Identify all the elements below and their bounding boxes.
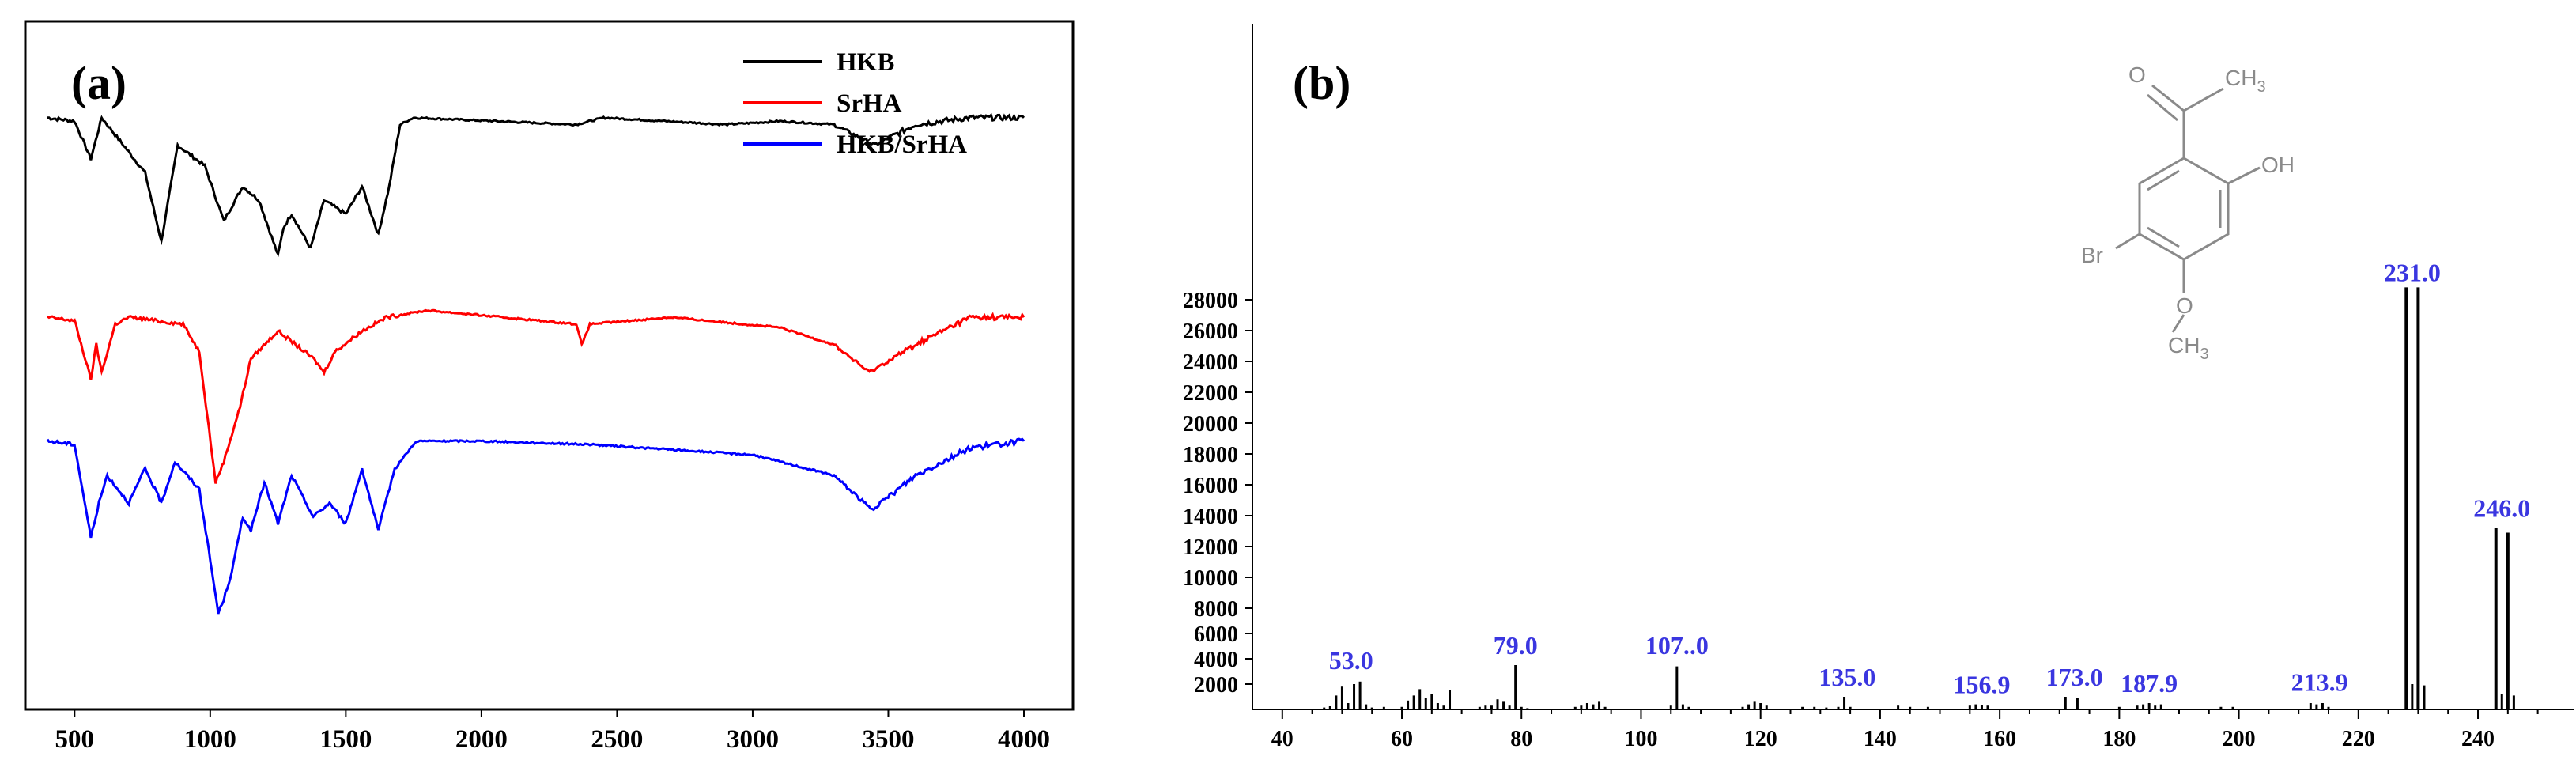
x-ticks-b: 40 60 80 100 120 140 160 180 200 220 240 bbox=[1271, 709, 2539, 751]
bond-carbonyl-o-double bbox=[2147, 93, 2178, 122]
peak-label: 53.0 bbox=[1329, 646, 1373, 675]
label-ch3-bottom-main: CH bbox=[2168, 333, 2200, 357]
plot-frame-a bbox=[24, 20, 1075, 711]
x-tick-label-a: 500 bbox=[55, 725, 95, 754]
x-tick-label-b: 40 bbox=[1271, 727, 1294, 751]
y-tick-label-b: 16000 bbox=[1183, 474, 1238, 498]
x-tick-label-b: 60 bbox=[1391, 727, 1413, 751]
y-tick-label-b: 26000 bbox=[1183, 320, 1238, 344]
label-ch3-bottom-sub: 3 bbox=[2200, 346, 2208, 363]
series-line-hkb-srha bbox=[46, 437, 1025, 615]
y-tick-label-b: 12000 bbox=[1183, 535, 1238, 560]
x-tick-label-b: 80 bbox=[1510, 727, 1532, 751]
peak-label: 246.0 bbox=[2473, 494, 2530, 523]
bond-carbonyl-o bbox=[2151, 84, 2185, 112]
label-o: O bbox=[2128, 62, 2146, 87]
peak-label: 231.0 bbox=[2384, 258, 2441, 286]
chemical-structure bbox=[2115, 84, 2261, 333]
y-tick-label-b: 20000 bbox=[1183, 412, 1238, 437]
peak-label: 173.0 bbox=[2046, 663, 2103, 691]
x-tick-label-b: 220 bbox=[2342, 727, 2375, 751]
y-tick-label-b: 2000 bbox=[1194, 673, 1238, 698]
label-ch3-top-main: CH bbox=[2225, 66, 2257, 90]
y-tick-label-b: 6000 bbox=[1194, 622, 1238, 647]
x-tick-label-b: 140 bbox=[1864, 727, 1897, 751]
bond-o-ch3 bbox=[2171, 314, 2185, 333]
peak-label: 213.9 bbox=[2291, 667, 2348, 696]
benzene-ring bbox=[2138, 157, 2230, 261]
x-tick-label-b: 100 bbox=[1624, 727, 1657, 751]
label-ch3-bottom: CH3 bbox=[2168, 333, 2209, 363]
x-tick-label-b: 180 bbox=[2102, 727, 2136, 751]
label-ch3-top: CH3 bbox=[2225, 66, 2266, 96]
peak-label: 135.0 bbox=[1819, 663, 1875, 691]
panel-label-a: (a) bbox=[71, 57, 127, 109]
x-tick-label-b: 200 bbox=[2223, 727, 2256, 751]
peak-labels-b: 53.0 79.0 107..0 135.0 156.9 173.0 187.9 213.9 2… bbox=[1329, 258, 2531, 698]
ring-double-bond-3 bbox=[2147, 226, 2180, 248]
y-tick-label-b: 14000 bbox=[1183, 505, 1238, 529]
y-tick-label-b: 28000 bbox=[1183, 289, 1238, 313]
series-line-hkb bbox=[47, 112, 1025, 257]
legend-label: HKB bbox=[837, 48, 894, 77]
peak-label: 107..0 bbox=[1645, 631, 1709, 660]
label-o-methoxy: O bbox=[2176, 293, 2193, 318]
bond-carbonyl-ch3 bbox=[2183, 87, 2224, 112]
label-oh: OH bbox=[2261, 153, 2295, 177]
y-tick-label-b: 8000 bbox=[1194, 597, 1238, 622]
y-tick-label-b: 22000 bbox=[1183, 381, 1238, 406]
x-tick-label-b: 160 bbox=[1983, 727, 2016, 751]
x-tick-label-a: 4000 bbox=[998, 725, 1050, 754]
panel-label-b: (b) bbox=[1293, 57, 1350, 109]
series-group-a bbox=[46, 112, 1025, 615]
y-tick-label-b: 18000 bbox=[1183, 443, 1238, 467]
x-axis-a: 500 1000 1500 2000 2500 3000 3500 4000 bbox=[55, 709, 1050, 754]
bond-ring-oh bbox=[2227, 166, 2261, 185]
peak-label: 187.9 bbox=[2121, 669, 2178, 698]
x-tick-label-b: 240 bbox=[2461, 727, 2495, 751]
y-tick-label-b: 4000 bbox=[1194, 648, 1238, 672]
x-tick-label-a: 1000 bbox=[184, 725, 236, 754]
x-tick-label-a: 1500 bbox=[319, 725, 372, 754]
bond-ring-br bbox=[2115, 233, 2140, 250]
peak-label: 156.9 bbox=[1953, 671, 2010, 699]
bars-b bbox=[1323, 287, 2515, 709]
label-ch3-top-sub: 3 bbox=[2257, 78, 2265, 96]
x-tick-label-a: 2500 bbox=[591, 725, 643, 754]
legend-label: SrHA bbox=[837, 89, 902, 118]
y-tick-label-b: 10000 bbox=[1183, 566, 1238, 591]
y-tick-label-b: 24000 bbox=[1183, 350, 1238, 375]
peak-label: 79.0 bbox=[1494, 631, 1538, 660]
x-tick-label-b: 120 bbox=[1744, 727, 1777, 751]
x-tick-label-a: 3000 bbox=[727, 725, 779, 754]
series-line-srha bbox=[47, 308, 1025, 484]
x-tick-label-a: 2000 bbox=[455, 725, 508, 754]
x-tick-label-a: 3500 bbox=[862, 725, 914, 754]
ring-double-bond-1 bbox=[2147, 169, 2180, 191]
label-br: Br bbox=[2081, 243, 2103, 267]
